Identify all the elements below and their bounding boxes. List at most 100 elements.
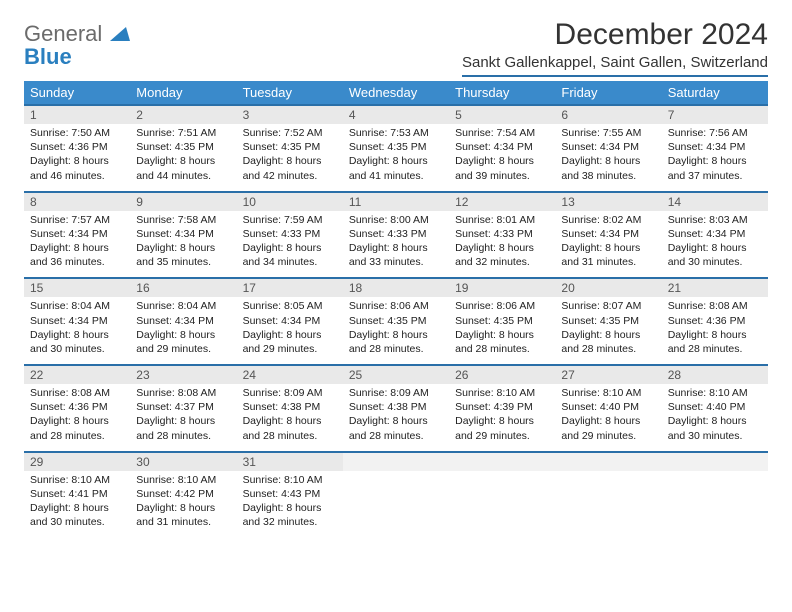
day-number: 18 — [343, 279, 449, 297]
daylight-text: and 35 minutes. — [136, 255, 230, 269]
day-body: Sunrise: 8:00 AMSunset: 4:33 PMDaylight:… — [343, 211, 449, 278]
sunrise-text: Sunrise: 8:08 AM — [668, 299, 762, 313]
day-number: 31 — [237, 453, 343, 471]
calendar-week-row: 29Sunrise: 8:10 AMSunset: 4:41 PMDayligh… — [24, 452, 768, 538]
day-body: Sunrise: 8:10 AMSunset: 4:40 PMDaylight:… — [662, 384, 768, 451]
daylight-text: Daylight: 8 hours — [349, 241, 443, 255]
daylight-text: and 28 minutes. — [30, 429, 124, 443]
sunrise-text: Sunrise: 8:03 AM — [668, 213, 762, 227]
day-number: 17 — [237, 279, 343, 297]
day-body: Sunrise: 7:50 AMSunset: 4:36 PMDaylight:… — [24, 124, 130, 191]
day-number: 3 — [237, 106, 343, 124]
day-number: 4 — [343, 106, 449, 124]
calendar-cell: 21Sunrise: 8:08 AMSunset: 4:36 PMDayligh… — [662, 278, 768, 365]
sunrise-text: Sunrise: 7:51 AM — [136, 126, 230, 140]
calendar-cell: 31Sunrise: 8:10 AMSunset: 4:43 PMDayligh… — [237, 452, 343, 538]
calendar-cell: 3Sunrise: 7:52 AMSunset: 4:35 PMDaylight… — [237, 105, 343, 192]
calendar-cell: 11Sunrise: 8:00 AMSunset: 4:33 PMDayligh… — [343, 192, 449, 279]
day-number: 15 — [24, 279, 130, 297]
calendar-cell-empty — [555, 452, 661, 538]
daylight-text: Daylight: 8 hours — [455, 414, 549, 428]
calendar-cell: 9Sunrise: 7:58 AMSunset: 4:34 PMDaylight… — [130, 192, 236, 279]
sunset-text: Sunset: 4:33 PM — [349, 227, 443, 241]
sunset-text: Sunset: 4:34 PM — [668, 140, 762, 154]
sunset-text: Sunset: 4:36 PM — [30, 400, 124, 414]
calendar-cell: 17Sunrise: 8:05 AMSunset: 4:34 PMDayligh… — [237, 278, 343, 365]
daylight-text: and 32 minutes. — [455, 255, 549, 269]
sunrise-text: Sunrise: 8:04 AM — [136, 299, 230, 313]
sunrise-text: Sunrise: 8:07 AM — [561, 299, 655, 313]
sunrise-text: Sunrise: 7:59 AM — [243, 213, 337, 227]
daylight-text: and 28 minutes. — [561, 342, 655, 356]
sunset-text: Sunset: 4:42 PM — [136, 487, 230, 501]
daylight-text: and 28 minutes. — [243, 429, 337, 443]
calendar-week-row: 1Sunrise: 7:50 AMSunset: 4:36 PMDaylight… — [24, 105, 768, 192]
sunset-text: Sunset: 4:35 PM — [243, 140, 337, 154]
sunrise-text: Sunrise: 7:53 AM — [349, 126, 443, 140]
calendar-cell: 12Sunrise: 8:01 AMSunset: 4:33 PMDayligh… — [449, 192, 555, 279]
calendar-cell: 19Sunrise: 8:06 AMSunset: 4:35 PMDayligh… — [449, 278, 555, 365]
sunset-text: Sunset: 4:38 PM — [349, 400, 443, 414]
daylight-text: Daylight: 8 hours — [243, 414, 337, 428]
day-number: 14 — [662, 193, 768, 211]
daylight-text: Daylight: 8 hours — [349, 328, 443, 342]
day-number — [555, 453, 661, 471]
day-number: 8 — [24, 193, 130, 211]
calendar-cell-empty — [662, 452, 768, 538]
day-body: Sunrise: 7:54 AMSunset: 4:34 PMDaylight:… — [449, 124, 555, 191]
day-body — [449, 471, 555, 531]
daylight-text: Daylight: 8 hours — [668, 414, 762, 428]
daylight-text: and 28 minutes. — [455, 342, 549, 356]
sunrise-text: Sunrise: 7:57 AM — [30, 213, 124, 227]
sunset-text: Sunset: 4:35 PM — [349, 314, 443, 328]
day-body: Sunrise: 7:55 AMSunset: 4:34 PMDaylight:… — [555, 124, 661, 191]
day-body: Sunrise: 7:52 AMSunset: 4:35 PMDaylight:… — [237, 124, 343, 191]
calendar-cell: 10Sunrise: 7:59 AMSunset: 4:33 PMDayligh… — [237, 192, 343, 279]
day-number: 5 — [449, 106, 555, 124]
daylight-text: and 33 minutes. — [349, 255, 443, 269]
calendar-cell: 20Sunrise: 8:07 AMSunset: 4:35 PMDayligh… — [555, 278, 661, 365]
calendar-cell: 13Sunrise: 8:02 AMSunset: 4:34 PMDayligh… — [555, 192, 661, 279]
logo-line1: General — [24, 21, 102, 46]
daylight-text: Daylight: 8 hours — [561, 328, 655, 342]
sunset-text: Sunset: 4:39 PM — [455, 400, 549, 414]
daylight-text: and 28 minutes. — [349, 342, 443, 356]
calendar-week-row: 15Sunrise: 8:04 AMSunset: 4:34 PMDayligh… — [24, 278, 768, 365]
day-number: 25 — [343, 366, 449, 384]
sunrise-text: Sunrise: 8:00 AM — [349, 213, 443, 227]
daylight-text: Daylight: 8 hours — [30, 328, 124, 342]
daylight-text: and 41 minutes. — [349, 169, 443, 183]
daylight-text: and 28 minutes. — [136, 429, 230, 443]
day-body: Sunrise: 7:59 AMSunset: 4:33 PMDaylight:… — [237, 211, 343, 278]
sunset-text: Sunset: 4:35 PM — [136, 140, 230, 154]
day-number: 2 — [130, 106, 236, 124]
sunset-text: Sunset: 4:37 PM — [136, 400, 230, 414]
daylight-text: Daylight: 8 hours — [136, 501, 230, 515]
day-number: 11 — [343, 193, 449, 211]
day-body: Sunrise: 8:04 AMSunset: 4:34 PMDaylight:… — [24, 297, 130, 364]
daylight-text: Daylight: 8 hours — [561, 414, 655, 428]
weekday-header: Thursday — [449, 81, 555, 105]
sunset-text: Sunset: 4:34 PM — [561, 140, 655, 154]
calendar-cell: 15Sunrise: 8:04 AMSunset: 4:34 PMDayligh… — [24, 278, 130, 365]
day-number — [449, 453, 555, 471]
calendar-table: SundayMondayTuesdayWednesdayThursdayFrid… — [24, 81, 768, 537]
calendar-cell: 16Sunrise: 8:04 AMSunset: 4:34 PMDayligh… — [130, 278, 236, 365]
daylight-text: Daylight: 8 hours — [30, 501, 124, 515]
calendar-cell: 6Sunrise: 7:55 AMSunset: 4:34 PMDaylight… — [555, 105, 661, 192]
logo-text: General Blue — [24, 22, 130, 68]
title-block: December 2024 Sankt Gallenkappel, Saint … — [462, 18, 768, 77]
day-number: 6 — [555, 106, 661, 124]
day-number: 24 — [237, 366, 343, 384]
day-number: 13 — [555, 193, 661, 211]
calendar-cell-empty — [449, 452, 555, 538]
sunrise-text: Sunrise: 7:58 AM — [136, 213, 230, 227]
daylight-text: and 38 minutes. — [561, 169, 655, 183]
daylight-text: Daylight: 8 hours — [455, 241, 549, 255]
sunset-text: Sunset: 4:34 PM — [561, 227, 655, 241]
daylight-text: Daylight: 8 hours — [136, 328, 230, 342]
calendar-cell: 24Sunrise: 8:09 AMSunset: 4:38 PMDayligh… — [237, 365, 343, 452]
daylight-text: and 29 minutes. — [561, 429, 655, 443]
calendar-cell: 5Sunrise: 7:54 AMSunset: 4:34 PMDaylight… — [449, 105, 555, 192]
calendar-cell-empty — [343, 452, 449, 538]
